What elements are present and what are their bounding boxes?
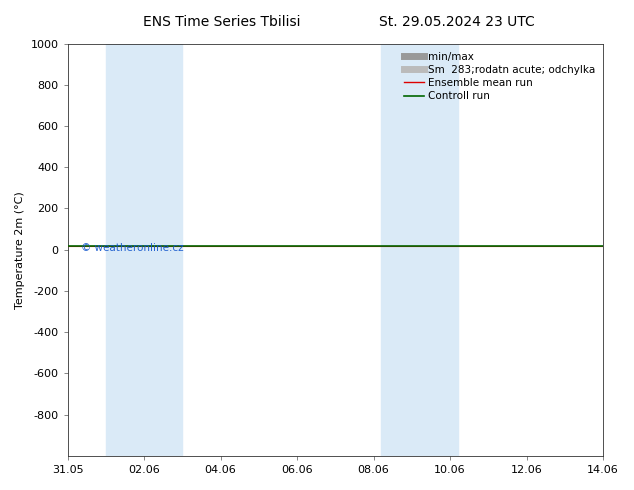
Text: ENS Time Series Tbilisi: ENS Time Series Tbilisi — [143, 15, 301, 29]
Bar — [381, 44, 458, 456]
Text: © weatheronline.cz: © weatheronline.cz — [81, 244, 184, 253]
Y-axis label: Temperature 2m (°C): Temperature 2m (°C) — [15, 191, 25, 309]
Text: St. 29.05.2024 23 UTC: St. 29.05.2024 23 UTC — [378, 15, 534, 29]
Bar — [106, 44, 183, 456]
Legend: min/max, Sm  283;rodatn acute; odchylka, Ensemble mean run, Controll run: min/max, Sm 283;rodatn acute; odchylka, … — [401, 49, 598, 104]
